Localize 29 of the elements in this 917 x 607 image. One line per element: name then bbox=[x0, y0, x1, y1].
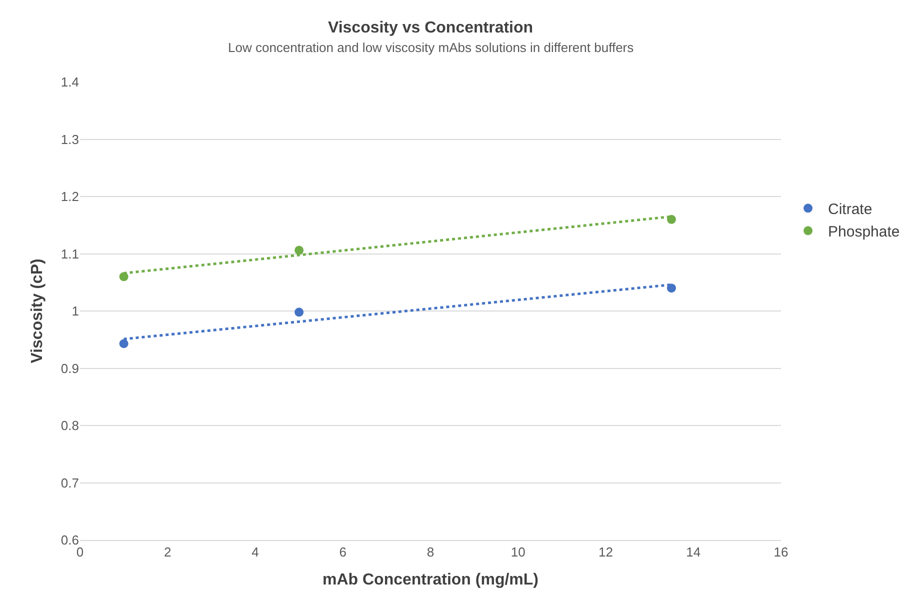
point bbox=[119, 339, 128, 348]
y-tick-label: 1.4 bbox=[60, 74, 79, 90]
x-tick-label: 4 bbox=[252, 544, 259, 560]
point bbox=[294, 246, 304, 255]
x-tick-label: 12 bbox=[598, 544, 613, 560]
x-tick-label: 16 bbox=[774, 544, 788, 560]
legend-label: Citrate bbox=[828, 201, 872, 218]
y-tick-label: 0.6 bbox=[60, 532, 79, 548]
x-tick-label: 0 bbox=[76, 544, 84, 560]
y-tick-label: 1.2 bbox=[60, 189, 79, 204]
x-tick-label: 8 bbox=[426, 544, 434, 560]
chart-subtitle: Low concentration and low viscosity mAbs solutions in different buffers bbox=[228, 40, 634, 55]
x-tick-label: 6 bbox=[339, 544, 346, 560]
point bbox=[666, 284, 676, 293]
chart-title: Viscosity vs Concentration bbox=[328, 19, 534, 36]
legend-label: Phosphate bbox=[828, 224, 900, 240]
x-tick-label: 2 bbox=[164, 544, 172, 560]
point bbox=[294, 308, 304, 317]
y-axis-title: Viscosity (cP) bbox=[28, 258, 46, 364]
x-tick-label: 14 bbox=[686, 544, 701, 560]
y-tick-label: 1.3 bbox=[60, 132, 79, 147]
y-tick-label: 0.9 bbox=[60, 360, 79, 376]
x-tick-label: 10 bbox=[510, 544, 526, 560]
point bbox=[666, 214, 676, 224]
y-tick-label: 1.1 bbox=[60, 246, 79, 262]
y-tick-label: 0.8 bbox=[60, 418, 79, 434]
x-axis-title: mAb Concentration (mg/mL) bbox=[322, 571, 538, 588]
y-tick-label: 0.7 bbox=[60, 475, 79, 490]
y-tick-label: 1 bbox=[72, 304, 79, 319]
